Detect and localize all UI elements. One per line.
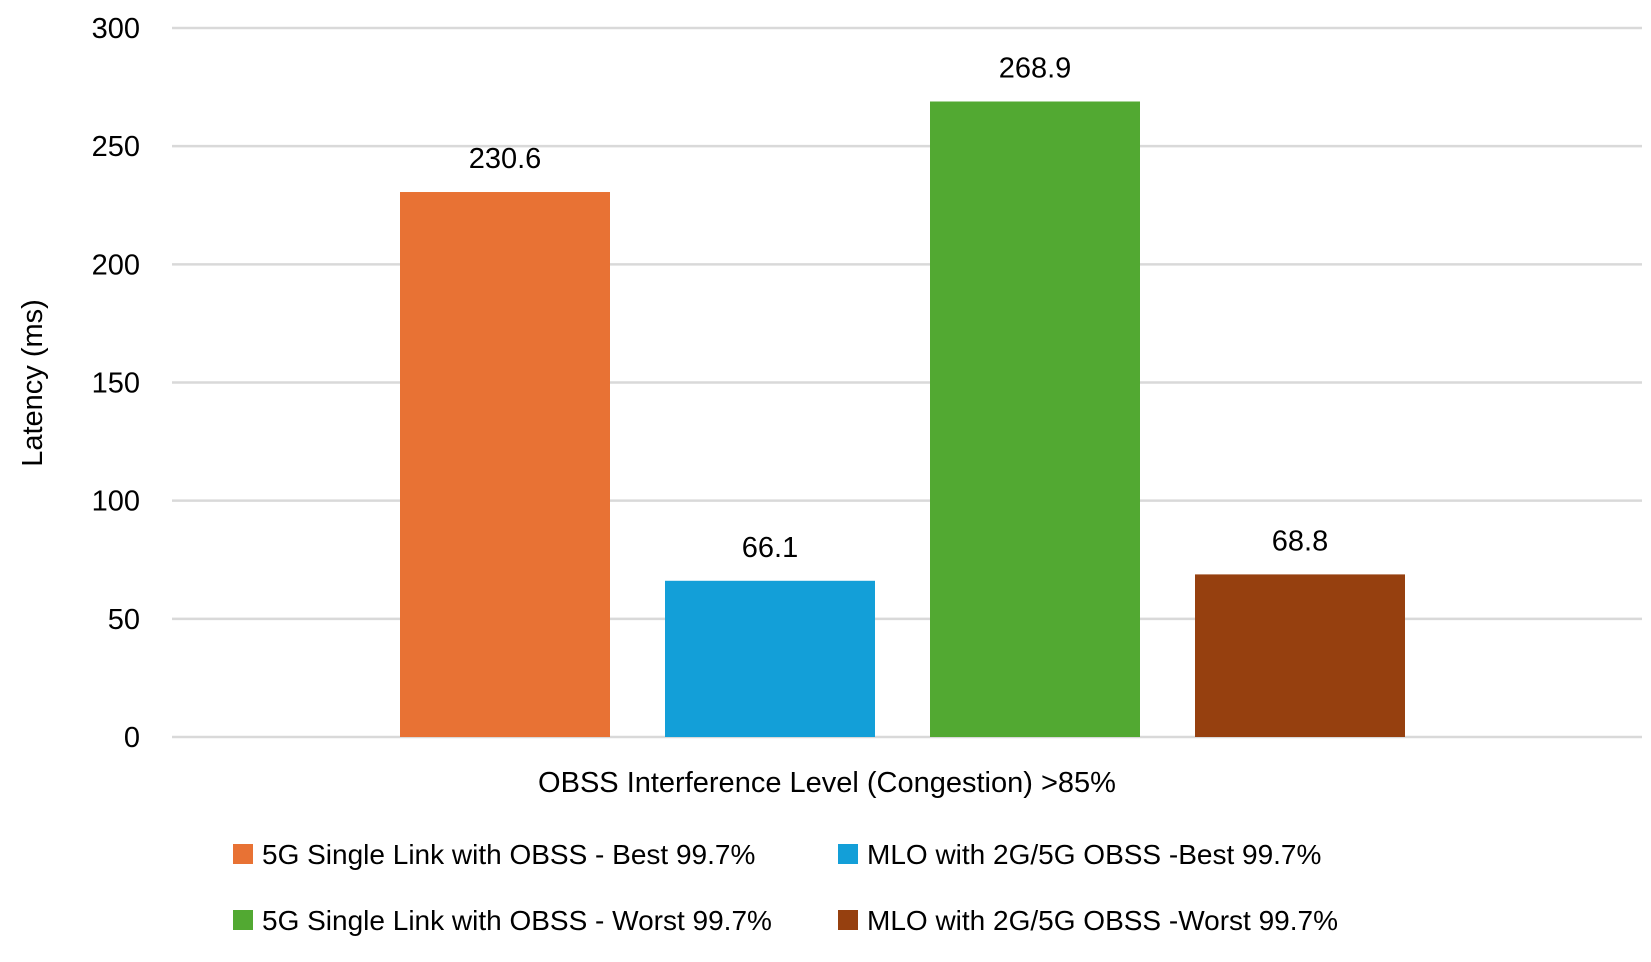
y-tick-label: 0	[124, 722, 140, 754]
bar-series-2	[665, 580, 875, 737]
bar-series-1	[400, 192, 610, 738]
bar-series-3	[930, 101, 1140, 738]
bars	[400, 101, 1405, 738]
y-axis-label: Latency (ms)	[17, 299, 49, 467]
y-tick-label: 200	[92, 249, 140, 281]
gridlines	[172, 26, 1642, 739]
x-axis-label: OBSS Interference Level (Congestion) >85…	[538, 767, 1116, 799]
legend-swatch	[838, 910, 858, 930]
y-tick-label: 150	[92, 368, 140, 400]
y-tick-label: 50	[108, 604, 140, 636]
legend-label: 5G Single Link with OBSS - Worst 99.7%	[262, 905, 772, 936]
legend: 5G Single Link with OBSS - Best 99.7% MLO…	[233, 839, 1338, 936]
legend-swatch	[233, 910, 253, 930]
bar-series-4	[1195, 574, 1405, 737]
y-axis-ticks: 0 50 100 150 200 250 300	[92, 13, 140, 754]
data-labels: 230.6 66.1 268.9 68.8	[469, 52, 1329, 563]
data-label: 68.8	[1272, 525, 1328, 557]
y-tick-label: 100	[92, 486, 140, 518]
y-tick-label: 250	[92, 131, 140, 163]
legend-swatch	[838, 844, 858, 864]
data-label: 230.6	[469, 143, 542, 175]
data-label: 268.9	[999, 52, 1072, 84]
legend-label: MLO with 2G/5G OBSS -Best 99.7%	[867, 839, 1321, 870]
legend-swatch	[233, 844, 253, 864]
legend-label: MLO with 2G/5G OBSS -Worst 99.7%	[867, 905, 1338, 936]
y-tick-label: 300	[92, 13, 140, 45]
data-label: 66.1	[742, 532, 798, 564]
legend-label: 5G Single Link with OBSS - Best 99.7%	[262, 839, 755, 870]
